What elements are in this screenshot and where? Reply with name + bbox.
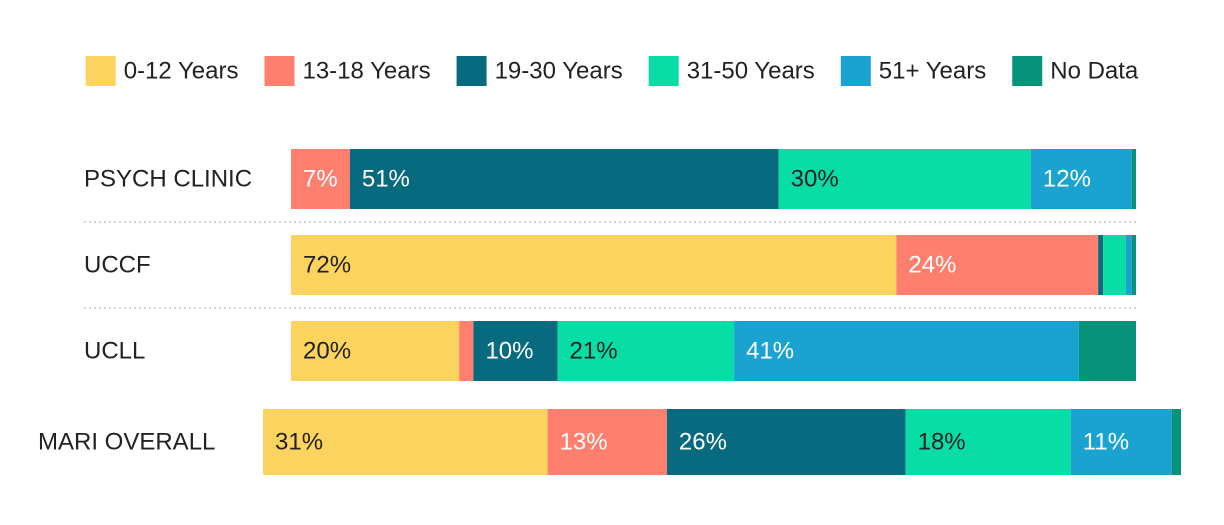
legend-swatch-51-years — [840, 56, 871, 86]
row-label-ucll: UCLL — [84, 338, 145, 365]
bar-segment-mari-overall-0-12-years — [263, 409, 548, 475]
legend-label-19-30-years: 19-30 Years — [495, 58, 623, 85]
legend: 0-12 Years 13-18 Years 19-30 Years 31-50 Ye… — [85, 56, 1139, 86]
bar-segment-ucll-13-18-years — [459, 321, 474, 381]
data-label-psych-clinic-31-50-years: 30% — [791, 166, 839, 193]
bar-rows: PSYCH CLINIC 7% 51% 30% 12% UCCF 72% 24% UCLL 20%… — [38, 149, 1181, 475]
data-label-mari-overall-51-years: 11% — [1083, 429, 1129, 456]
legend-swatch-13-18-years — [264, 56, 295, 86]
bar-segment-ucll-51-years — [734, 321, 1079, 381]
bar-segment-mari-overall-51-years — [1070, 409, 1172, 475]
legend-label-31-50-years: 31-50 Years — [687, 58, 815, 85]
bar-segment-psych-clinic-31-50-years — [778, 149, 1031, 209]
bar-segment-mari-overall-19-30-years — [666, 409, 906, 475]
bar-row-mari-overall: MARI OVERALL 31% 13% 26% 18% 11% — [38, 409, 1181, 475]
row-label-uccf: UCCF — [84, 252, 151, 279]
row-label-mari-overall: MARI OVERALL — [38, 429, 215, 456]
data-label-mari-overall-13-18-years: 13% — [560, 429, 608, 456]
bar-segment-ucll-no-data — [1078, 321, 1136, 381]
legend-swatch-19-30-years — [456, 56, 487, 86]
bar-segment-mari-overall-31-50-years — [905, 409, 1071, 475]
bar-segment-uccf-51-years — [1125, 235, 1132, 295]
bar-segment-psych-clinic-51-years — [1030, 149, 1132, 209]
bar-segment-mari-overall-no-data — [1171, 409, 1181, 475]
data-label-ucll-31-50-years: 21% — [570, 338, 618, 365]
bar-segment-psych-clinic-19-30-years — [349, 149, 779, 209]
legend-swatch-0-12-years — [85, 56, 116, 86]
data-label-ucll-51-years: 41% — [746, 338, 794, 365]
data-label-psych-clinic-51-years: 12% — [1043, 166, 1091, 193]
data-label-mari-overall-0-12-years: 31% — [275, 429, 323, 456]
bar-segment-ucll-31-50-years — [557, 321, 735, 381]
bar-segment-uccf-no-data — [1131, 235, 1136, 295]
legend-label-51-years: 51+ Years — [879, 58, 986, 85]
bar-segment-uccf-31-50-years — [1103, 235, 1126, 295]
legend-swatch-31-50-years — [648, 56, 679, 86]
bar-row-psych-clinic: PSYCH CLINIC 7% 51% 30% 12% — [84, 149, 1136, 209]
bar-row-ucll: UCLL 20% 10% 21% 41% — [84, 321, 1136, 381]
bar-segment-ucll-19-30-years — [473, 321, 558, 381]
bar-segment-uccf-13-18-years — [896, 235, 1099, 295]
data-label-ucll-19-30-years: 10% — [485, 338, 533, 365]
bar-segment-ucll-0-12-years — [291, 321, 460, 381]
bar-segment-uccf-19-30-years — [1098, 235, 1104, 295]
bar-row-uccf: UCCF 72% 24% — [84, 235, 1136, 295]
data-label-uccf-13-18-years: 24% — [908, 252, 956, 279]
data-label-uccf-0-12-years: 72% — [303, 252, 351, 279]
legend-label-no-data: No Data — [1050, 58, 1139, 85]
bar-segment-mari-overall-13-18-years — [547, 409, 667, 475]
row-separators — [84, 221, 1136, 309]
bar-segment-psych-clinic-no-data — [1131, 149, 1136, 209]
bar-segment-psych-clinic-13-18-years — [291, 149, 350, 209]
legend-label-13-18-years: 13-18 Years — [302, 58, 430, 85]
row-label-psych-clinic: PSYCH CLINIC — [84, 166, 252, 193]
data-label-mari-overall-19-30-years: 26% — [679, 429, 727, 456]
legend-swatch-no-data — [1012, 56, 1043, 86]
data-label-psych-clinic-13-18-years: 7% — [303, 166, 338, 193]
data-label-ucll-0-12-years: 20% — [303, 338, 351, 365]
data-label-psych-clinic-19-30-years: 51% — [362, 166, 410, 193]
bar-segment-uccf-0-12-years — [291, 235, 897, 295]
data-label-mari-overall-31-50-years: 18% — [918, 429, 966, 456]
legend-label-0-12-years: 0-12 Years — [124, 58, 239, 85]
